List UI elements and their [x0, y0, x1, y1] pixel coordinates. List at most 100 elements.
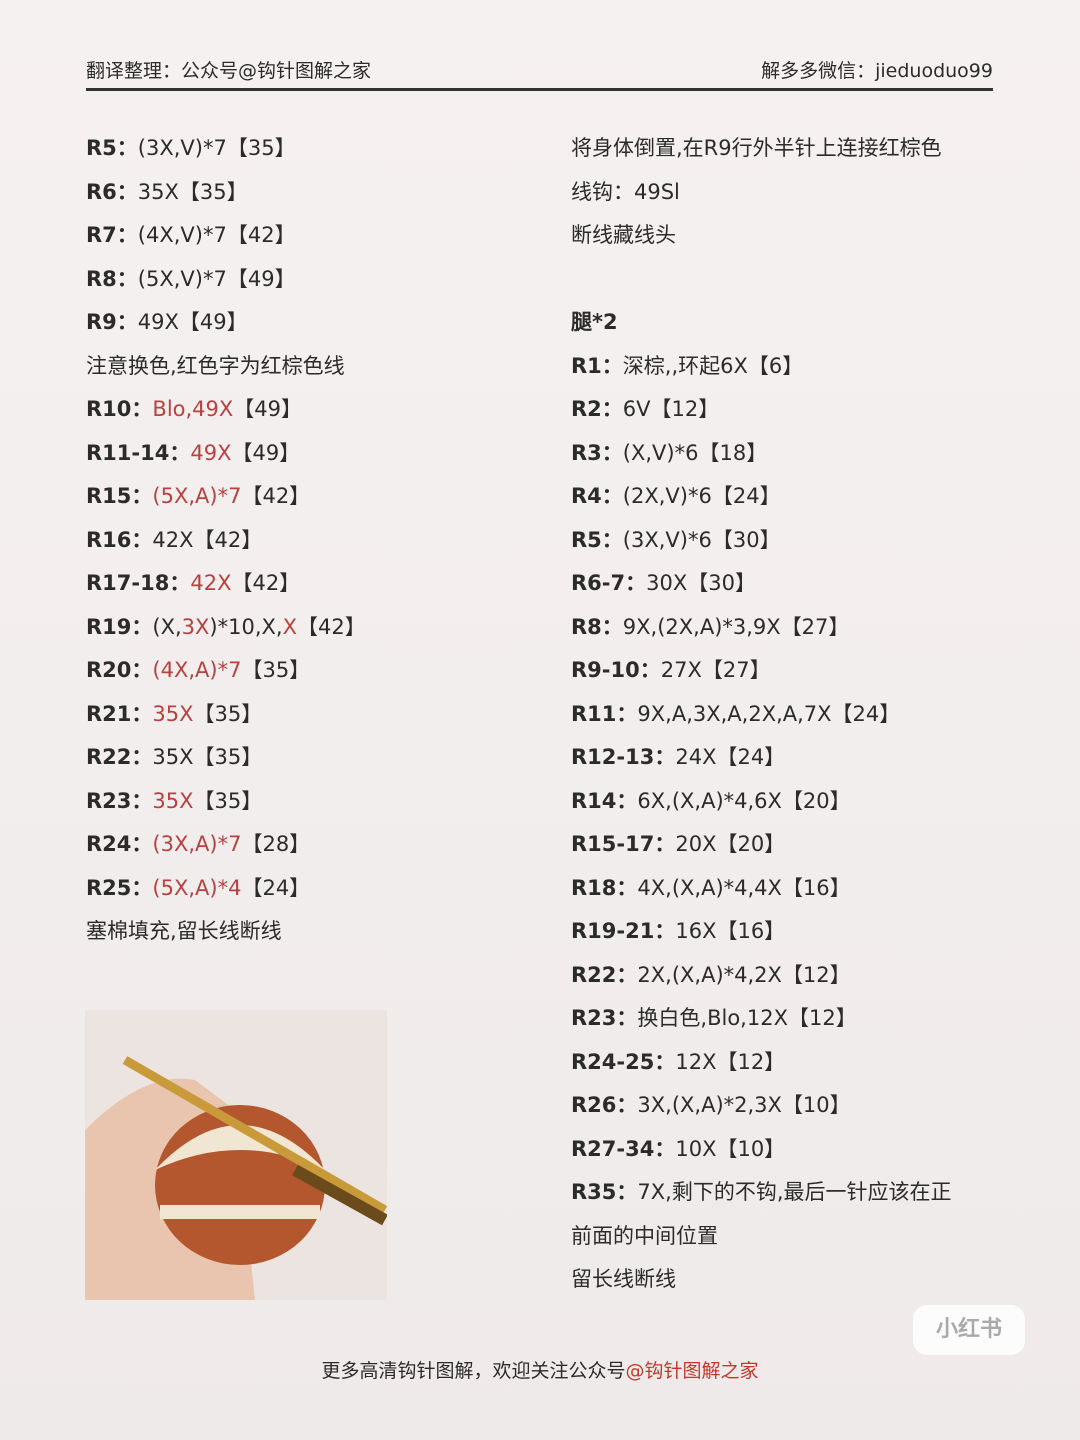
text-segment: 16X [675, 919, 717, 943]
text-segment: 3X [181, 614, 210, 639]
text-segment: 【28】 [241, 832, 311, 856]
row-label: R6-7： [571, 571, 647, 595]
text-segment: 【49】 [233, 397, 303, 421]
text-segment: 35X [152, 745, 194, 769]
instruction-line: R23：35X【35】 [86, 783, 366, 827]
instruction-line: R16：42X【42】 [86, 522, 366, 566]
text-segment: 【12】 [650, 397, 720, 421]
text-segment: (5X,A)*7 [152, 484, 242, 508]
text-segment: (4X,V)*7 [137, 223, 227, 247]
row-label: R5： [571, 527, 623, 552]
text-segment: 2X,(X,A)*4,2X [637, 962, 782, 987]
instruction-line: 留长线断线 [571, 1261, 952, 1305]
text-segment: 【30】 [687, 571, 756, 595]
header-right: 解多多微信：jieduoduo99 [761, 60, 993, 82]
instruction-line: R35：7X,剩下的不钩,最后一针应该在正 [571, 1174, 952, 1218]
instruction-line: R20：(4X,A)*7【35】 [86, 652, 366, 696]
text-segment: X [282, 614, 297, 639]
instruction-line: R5：(3X,V)*7【35】 [86, 130, 366, 174]
row-label: R24-25： [571, 1049, 676, 1074]
instruction-line: R3：(X,V)*6【18】 [571, 435, 952, 479]
instruction-line: R8：(5X,V)*7【49】 [86, 261, 366, 305]
row-label: 腿*2 [571, 310, 618, 334]
instruction-line: R19-21：16X【16】 [571, 913, 952, 957]
instruction-line: R9-10：27X【27】 [571, 652, 952, 696]
instruction-line: R21：35X【35】 [86, 696, 366, 740]
text-segment: 【20】 [781, 788, 851, 813]
instruction-line: R4：(2X,V)*6【24】 [571, 478, 952, 522]
row-label: R11： [571, 701, 638, 726]
text-segment: 【20】 [716, 832, 786, 856]
text-segment: (3X,V)*7 [137, 136, 227, 160]
instruction-line: R11-14：49X【49】 [86, 435, 366, 479]
row-label: R15-17： [571, 832, 676, 856]
text-segment: 49X [137, 310, 179, 334]
row-label: R15： [86, 484, 153, 508]
text-segment: 换白色,Blo,12X [637, 1006, 788, 1030]
text-segment: 4X,(X,A)*4,4X [637, 875, 782, 900]
text-segment: 【35】 [226, 136, 296, 160]
section-heading: 腿*2 [571, 304, 952, 348]
row-label: R8： [571, 614, 623, 639]
text-segment: 35X [152, 701, 194, 726]
text-segment: (3X,A)*7 [152, 832, 242, 856]
text-segment: 【49】 [178, 310, 248, 334]
text-segment: 9X,A,3X,A,2X,A,7X [637, 701, 832, 726]
row-label: R9： [86, 310, 138, 334]
text-segment: (X, [152, 614, 182, 639]
row-label: R25： [86, 875, 153, 900]
instruction-line: R2：6V【12】 [571, 391, 952, 435]
instruction-line: R17-18：42X【42】 [86, 565, 366, 609]
text-segment: 留长线断线 [571, 1267, 676, 1291]
text-segment: 35X [137, 179, 179, 204]
instruction-line: 前面的中间位置 [571, 1218, 952, 1262]
row-label: R9-10： [571, 658, 661, 682]
text-segment: 断线藏线头 [571, 223, 676, 247]
text-segment: 6X,(X,A)*4,6X [637, 788, 782, 813]
instruction-line: R15：(5X,A)*7【42】 [86, 478, 366, 522]
text-segment: 7X,剩下的不钩,最后一针应该在正 [637, 1180, 952, 1204]
instruction-line: R19：(X,3X)*10,X,X【42】 [86, 609, 366, 653]
text-segment: 【24】 [711, 484, 781, 508]
text-segment: (3X,V)*6 [622, 527, 712, 552]
header-left: 翻译整理：公众号@钩针图解之家 [86, 60, 372, 82]
row-label: R24： [86, 832, 153, 856]
text-segment: 将身体倒置,在R9行外半针上连接红棕色 [571, 136, 942, 160]
text-segment: 【42】 [241, 484, 311, 508]
text-segment: 【49】 [231, 440, 301, 465]
instruction-line: R9：49X【49】 [86, 304, 366, 348]
text-segment: 30X [646, 571, 688, 595]
text-segment: Blo,49X [152, 397, 234, 421]
instruction-line: R12-13：24X【24】 [571, 739, 952, 783]
text-segment: 【42】 [296, 614, 366, 639]
text-segment: 更多高清钩针图解，欢迎关注公众号 [321, 1360, 626, 1382]
text-segment: 【35】 [193, 788, 263, 813]
text-segment: 【12】 [787, 1006, 857, 1030]
instruction-line: R7：(4X,V)*7【42】 [86, 217, 366, 261]
row-label: R22： [571, 962, 638, 987]
row-label: R4： [571, 484, 623, 508]
instruction-line: 塞棉填充,留长线断线 [86, 913, 366, 957]
row-label: R19： [86, 614, 153, 639]
text-segment: 【12】 [716, 1049, 786, 1074]
text-segment: 【27】 [701, 658, 771, 682]
text-segment: 【42】 [231, 571, 301, 595]
row-label: R18： [571, 875, 638, 900]
text-segment: 3X,(X,A)*2,3X [637, 1093, 782, 1117]
text-segment: 49X [190, 440, 232, 465]
text-segment: 27X [660, 658, 702, 682]
row-label: R23： [571, 1006, 638, 1030]
text-segment: 10X [675, 1136, 717, 1161]
text-segment: 12X [675, 1049, 717, 1074]
text-segment: 【12】 [781, 962, 851, 987]
instruction-line: 线钩：49Sl [571, 174, 952, 218]
text-segment: 【24】 [831, 701, 901, 726]
row-label: R17-18： [86, 571, 191, 595]
row-label: R10： [86, 397, 153, 421]
right-column: 将身体倒置,在R9行外半针上连接红棕色 线钩：49Sl 断线藏线头 腿*2 R1：深棕,… [571, 130, 952, 1305]
text-segment: 【35】 [241, 658, 311, 682]
row-label: R12-13： [571, 745, 676, 769]
row-label: R23： [86, 788, 153, 813]
text-segment: 【30】 [711, 527, 781, 552]
row-label: R11-14： [86, 440, 191, 465]
